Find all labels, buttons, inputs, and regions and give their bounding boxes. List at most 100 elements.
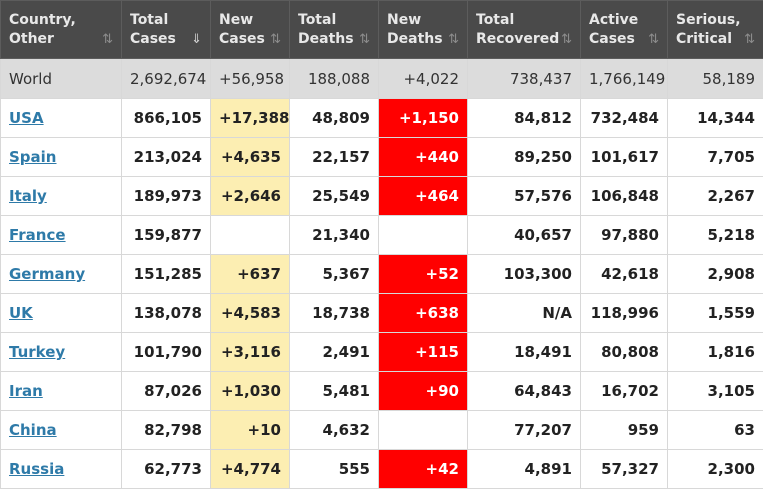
table-row: Iran 87,026 +1,030 5,481 +90 64,843 16,702 3,10…	[0, 371, 763, 411]
sort-descending-icon[interactable]: ⇓	[191, 32, 202, 47]
world-new-cases-cell: +56,958	[210, 58, 290, 99]
sort-icon[interactable]: ⇅	[102, 32, 113, 47]
serious-critical-cell: 7,705	[667, 137, 763, 177]
column-header-label-line2: Deaths	[298, 30, 354, 47]
country-cell: Spain	[0, 137, 122, 177]
new-deaths-cell: +638	[378, 293, 468, 333]
new-cases-cell: +4,774	[210, 449, 290, 489]
total-recovered-cell: 103,300	[467, 254, 581, 294]
serious-critical-cell: 1,816	[667, 332, 763, 372]
serious-critical-cell: 63	[667, 410, 763, 450]
sort-icon[interactable]: ⇅	[359, 32, 370, 47]
world-active-cases-cell: 1,766,149	[580, 58, 668, 99]
country-link[interactable]: France	[9, 226, 66, 244]
column-header-label-line1: New	[387, 11, 422, 28]
country-link[interactable]: USA	[9, 109, 44, 127]
total-recovered-cell: 40,657	[467, 215, 581, 255]
sort-icon[interactable]: ⇅	[648, 32, 659, 47]
serious-critical-cell: 1,559	[667, 293, 763, 333]
total-recovered-cell: 89,250	[467, 137, 581, 177]
total-recovered-cell: 77,207	[467, 410, 581, 450]
sort-icon[interactable]: ⇅	[744, 32, 755, 47]
column-header-label-line2: Cases	[130, 30, 176, 47]
serious-critical-cell: 2,267	[667, 176, 763, 216]
total-deaths-cell: 18,738	[289, 293, 379, 333]
column-header-total-cases[interactable]: Total Cases ⇓	[121, 0, 211, 59]
total-cases-cell: 213,024	[121, 137, 211, 177]
total-recovered-cell: 57,576	[467, 176, 581, 216]
total-cases-cell: 159,877	[121, 215, 211, 255]
column-header-label-line1: Serious,	[676, 11, 741, 28]
new-deaths-cell: +115	[378, 332, 468, 372]
column-header-label-line2: Cases	[589, 30, 635, 47]
total-recovered-cell: N/A	[467, 293, 581, 333]
active-cases-cell: 57,327	[580, 449, 668, 489]
country-cell: USA	[0, 98, 122, 138]
sort-icon[interactable]: ⇅	[561, 32, 572, 47]
new-deaths-cell: +90	[378, 371, 468, 411]
active-cases-cell: 80,808	[580, 332, 668, 372]
total-deaths-cell: 555	[289, 449, 379, 489]
table-row: China 82,798 +10 4,632 77,207 959 63	[0, 410, 763, 450]
country-link[interactable]: China	[9, 421, 57, 439]
total-cases-cell: 101,790	[121, 332, 211, 372]
active-cases-cell: 106,848	[580, 176, 668, 216]
column-header-new-cases[interactable]: New Cases ⇅	[210, 0, 290, 59]
table-row: Germany 151,285 +637 5,367 +52 103,300 42,618 2…	[0, 254, 763, 294]
total-deaths-cell: 5,367	[289, 254, 379, 294]
country-cell: Russia	[0, 449, 122, 489]
sort-icon[interactable]: ⇅	[448, 32, 459, 47]
country-cell: Italy	[0, 176, 122, 216]
new-cases-cell: +4,635	[210, 137, 290, 177]
total-recovered-cell: 18,491	[467, 332, 581, 372]
table-row: Italy 189,973 +2,646 25,549 +464 57,576 106,84…	[0, 176, 763, 216]
new-cases-cell: +10	[210, 410, 290, 450]
column-header-country[interactable]: Country, Other ⇅	[0, 0, 122, 59]
column-header-total-recovered[interactable]: Total Recovered ⇅	[467, 0, 581, 59]
new-deaths-cell: +42	[378, 449, 468, 489]
column-header-label-line1: New	[219, 11, 254, 28]
total-cases-cell: 87,026	[121, 371, 211, 411]
table-row: UK 138,078 +4,583 18,738 +638 N/A 118,996 1,559	[0, 293, 763, 333]
active-cases-cell: 97,880	[580, 215, 668, 255]
country-link[interactable]: Iran	[9, 382, 43, 400]
column-header-new-deaths[interactable]: New Deaths ⇅	[378, 0, 468, 59]
country-link[interactable]: Germany	[9, 265, 86, 283]
total-recovered-cell: 84,812	[467, 98, 581, 138]
country-link[interactable]: Italy	[9, 187, 47, 205]
total-recovered-cell: 4,891	[467, 449, 581, 489]
total-cases-cell: 138,078	[121, 293, 211, 333]
active-cases-cell: 959	[580, 410, 668, 450]
country-link[interactable]: UK	[9, 304, 33, 322]
table-row: Turkey 101,790 +3,116 2,491 +115 18,491 80,808…	[0, 332, 763, 372]
active-cases-cell: 16,702	[580, 371, 668, 411]
country-cell: Germany	[0, 254, 122, 294]
column-header-label-line2: Recovered	[476, 30, 560, 47]
column-header-total-deaths[interactable]: Total Deaths ⇅	[289, 0, 379, 59]
total-deaths-cell: 2,491	[289, 332, 379, 372]
serious-critical-cell: 5,218	[667, 215, 763, 255]
world-total-deaths-cell: 188,088	[289, 58, 379, 99]
column-header-label-line1: Active	[589, 11, 639, 28]
total-deaths-cell: 48,809	[289, 98, 379, 138]
country-cell: Iran	[0, 371, 122, 411]
country-link[interactable]: Russia	[9, 460, 65, 478]
column-header-label-line1: Country,	[9, 11, 76, 28]
column-header-label-line2: Cases	[219, 30, 265, 47]
new-cases-cell: +3,116	[210, 332, 290, 372]
active-cases-cell: 42,618	[580, 254, 668, 294]
column-header-label-line1: Total	[476, 11, 515, 28]
column-header-serious-critical[interactable]: Serious, Critical ⇅	[667, 0, 763, 59]
new-cases-cell: +2,646	[210, 176, 290, 216]
total-deaths-cell: 5,481	[289, 371, 379, 411]
country-link[interactable]: Turkey	[9, 343, 66, 361]
new-cases-cell: +1,030	[210, 371, 290, 411]
total-recovered-cell: 64,843	[467, 371, 581, 411]
country-cell: China	[0, 410, 122, 450]
country-cell: France	[0, 215, 122, 255]
column-header-active-cases[interactable]: Active Cases ⇅	[580, 0, 668, 59]
country-link[interactable]: Spain	[9, 148, 57, 166]
new-cases-cell: +17,388	[210, 98, 290, 138]
sort-icon[interactable]: ⇅	[270, 32, 281, 47]
